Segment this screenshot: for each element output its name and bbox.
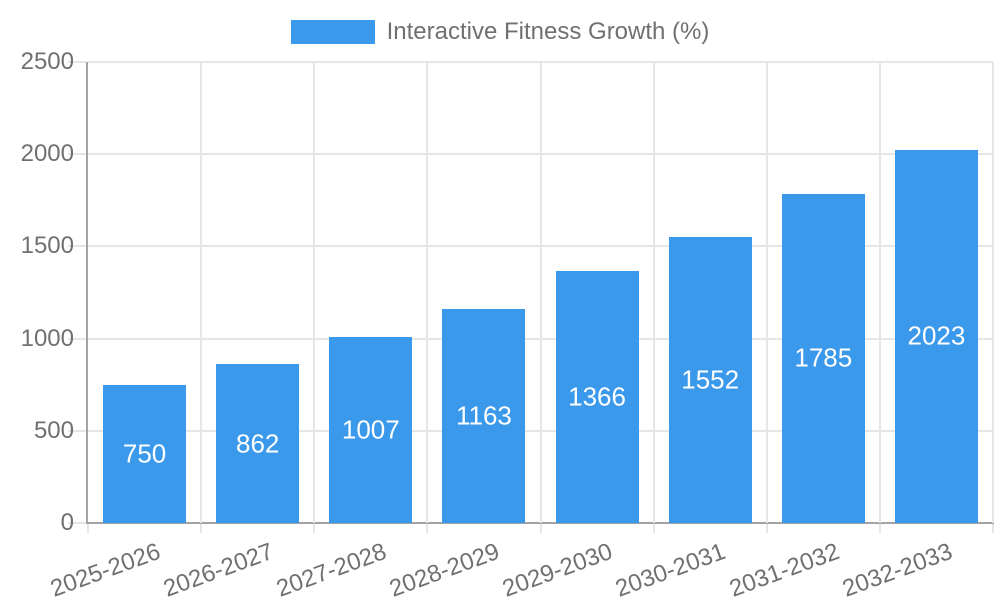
bar[interactable]: 1552 xyxy=(668,236,752,523)
bar-value-label: 1007 xyxy=(341,414,400,445)
x-tick-label: 2029-2030 xyxy=(499,538,617,600)
bar[interactable]: 862 xyxy=(216,364,300,523)
bar-value-label: 1366 xyxy=(568,381,626,412)
bar[interactable]: 2023 xyxy=(894,149,978,523)
gridline-vertical xyxy=(313,62,316,523)
legend-label: Interactive Fitness Growth (%) xyxy=(386,18,710,45)
gridline-vertical xyxy=(652,62,655,523)
gridline-vertical xyxy=(878,62,881,523)
x-tick-label: 2025-2026 xyxy=(46,538,164,600)
x-tick-mark xyxy=(539,524,542,533)
gridline-vertical xyxy=(992,62,994,523)
y-tick-mark xyxy=(68,245,86,248)
x-axis-line xyxy=(86,522,994,524)
bar[interactable]: 1366 xyxy=(555,271,639,523)
x-tick-label: 2030-2031 xyxy=(612,538,730,600)
x-tick-label: 2031-2032 xyxy=(725,538,843,600)
bar[interactable]: 1007 xyxy=(329,337,413,523)
x-tick-mark xyxy=(992,524,994,533)
bar-value-label: 750 xyxy=(122,438,167,469)
x-tick-mark xyxy=(426,524,429,533)
legend[interactable]: Interactive Fitness Growth (%) xyxy=(0,18,1000,46)
y-tick-label: 2500 xyxy=(20,48,74,75)
x-axis: 2025-2026 2026-2027 2027-2028 2028-2029 2029… xyxy=(47,524,994,600)
gridline-vertical xyxy=(539,62,542,523)
y-tick-mark xyxy=(68,153,86,156)
gridline-vertical xyxy=(200,62,203,523)
bar[interactable]: 750 xyxy=(103,384,187,523)
y-tick-label: 1500 xyxy=(20,232,74,260)
bar[interactable]: 1163 xyxy=(442,308,526,523)
y-tick-label: 500 xyxy=(33,416,74,444)
gridline-vertical xyxy=(765,62,768,523)
y-tick-mark xyxy=(68,337,86,340)
x-tick-label: 2028-2029 xyxy=(386,538,504,600)
plot-area: 750 862 1007 1163 1366 1552 1785 2023 xyxy=(88,61,994,523)
x-tick-label: 2026-2027 xyxy=(159,538,277,600)
x-tick-mark xyxy=(87,524,89,533)
x-tick-mark xyxy=(200,524,203,533)
x-tick-mark xyxy=(765,524,768,533)
y-tick-label: 1000 xyxy=(20,324,74,352)
x-tick-mark xyxy=(652,524,655,533)
x-tick-mark xyxy=(313,524,316,533)
y-tick-label: 2000 xyxy=(20,140,74,168)
bar-value-label: 1785 xyxy=(794,342,853,373)
bar[interactable]: 1785 xyxy=(781,193,865,523)
y-tick-mark xyxy=(68,429,86,432)
x-tick-label: 2032-2033 xyxy=(838,538,956,600)
y-axis: 0 500 1000 1500 2000 2500 xyxy=(0,49,86,536)
y-tick-label: 0 xyxy=(60,509,74,536)
bar-value-label: 2023 xyxy=(907,320,966,351)
x-tick-mark xyxy=(878,524,881,533)
bar-value-label: 862 xyxy=(235,428,280,459)
x-tick-label: 2027-2028 xyxy=(272,538,391,600)
bar-value-label: 1163 xyxy=(455,400,512,431)
bar-value-label: 1552 xyxy=(681,364,740,395)
y-tick-mark xyxy=(68,61,86,63)
y-tick-mark xyxy=(68,522,86,524)
y-axis-line xyxy=(86,62,88,523)
gridline-vertical xyxy=(426,62,429,523)
legend-swatch-icon xyxy=(290,20,375,44)
